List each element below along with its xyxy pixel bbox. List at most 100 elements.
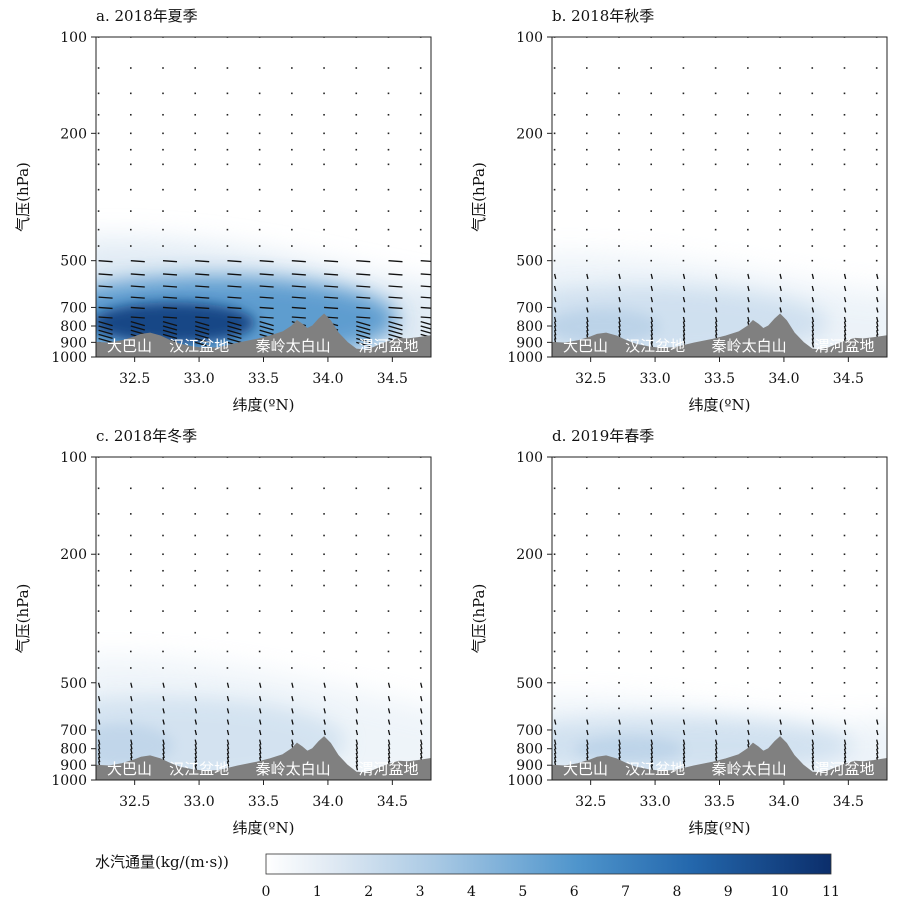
flux-dot bbox=[553, 667, 556, 669]
flux-dot bbox=[747, 245, 749, 247]
flux-arrow bbox=[420, 708, 423, 714]
flux-dot bbox=[162, 148, 164, 151]
flux-dot bbox=[258, 584, 261, 587]
flux-dot bbox=[779, 681, 781, 684]
flux-arrow bbox=[811, 761, 815, 767]
flux-dot bbox=[97, 210, 100, 212]
flux-dot bbox=[682, 245, 685, 247]
flux-arrow bbox=[747, 316, 750, 323]
flux-dot bbox=[419, 188, 422, 191]
flux-arrow bbox=[355, 765, 359, 771]
flux-dot bbox=[714, 67, 717, 69]
flux-dot bbox=[811, 584, 814, 587]
flux-arrow bbox=[259, 708, 262, 714]
flux-dot bbox=[779, 610, 781, 612]
flux-arrow bbox=[650, 307, 654, 313]
flux-dot bbox=[843, 650, 846, 653]
flux-dot bbox=[843, 210, 846, 212]
flux-arrow bbox=[195, 296, 210, 299]
flux-arrow bbox=[553, 285, 557, 292]
flux-dot bbox=[875, 113, 878, 116]
flux-arrow bbox=[682, 307, 686, 313]
x-tick-label: 32.5 bbox=[575, 371, 606, 387]
flux-dot bbox=[585, 534, 588, 537]
flux-dot bbox=[553, 569, 556, 572]
flux-arrow bbox=[811, 325, 815, 332]
flux-arrow bbox=[387, 719, 391, 725]
flux-dot bbox=[97, 513, 100, 515]
colorbar-tick: 11 bbox=[822, 884, 840, 900]
flux-arrow bbox=[843, 719, 847, 725]
flux-dot bbox=[779, 695, 781, 697]
flux-arrow bbox=[747, 307, 750, 313]
flux-arrow bbox=[876, 330, 879, 336]
flux-dot bbox=[553, 148, 556, 151]
flux-dot bbox=[419, 534, 422, 537]
flux-arrow bbox=[843, 330, 847, 336]
flux-arrow bbox=[291, 695, 294, 702]
colorbar: 水汽通量(kg/(m·s)) 0 1 2 3 4 5 6 7 8 9 10 11 bbox=[95, 853, 840, 900]
flux-dot bbox=[714, 113, 717, 116]
flux-arrow bbox=[811, 296, 815, 303]
flux-shading-core bbox=[96, 724, 174, 767]
flux-dot bbox=[162, 569, 164, 572]
flux-dot bbox=[618, 584, 620, 587]
flux-arrow bbox=[650, 719, 654, 725]
flux-arrow bbox=[779, 729, 782, 736]
flux-dot bbox=[129, 113, 132, 116]
flux-arrow bbox=[324, 296, 339, 299]
flux-arrow bbox=[259, 285, 274, 288]
flux-arrow bbox=[226, 752, 230, 759]
flux-arrow bbox=[259, 744, 262, 750]
flux-dot bbox=[97, 132, 100, 135]
flux-dot bbox=[129, 569, 132, 572]
flux-arrow bbox=[227, 337, 242, 344]
flux-arrow bbox=[356, 341, 371, 347]
flux-arrow bbox=[650, 296, 654, 303]
panel-title: b. 2018年秋季 bbox=[552, 7, 654, 25]
flux-arrow bbox=[195, 285, 210, 288]
flux-dot bbox=[747, 650, 749, 653]
flux-dot bbox=[291, 148, 293, 151]
flux-dot bbox=[226, 584, 229, 587]
flux-dot bbox=[355, 132, 358, 135]
flux-arrow bbox=[747, 296, 750, 303]
flux-arrow bbox=[226, 695, 230, 702]
flux-arrow bbox=[97, 752, 101, 759]
colorbar-tick: 1 bbox=[313, 884, 322, 900]
flux-arrow bbox=[779, 719, 782, 725]
flux-dot bbox=[779, 631, 781, 634]
flux-arrow bbox=[195, 333, 210, 340]
flux-dot bbox=[650, 245, 653, 247]
flux-dot bbox=[129, 534, 132, 537]
flux-dot bbox=[843, 681, 846, 684]
flux-dot bbox=[291, 584, 293, 587]
flux-dot bbox=[419, 513, 422, 515]
flux-dot bbox=[682, 113, 685, 116]
flux-arrow bbox=[259, 306, 274, 310]
flux-arrow bbox=[811, 752, 815, 759]
panel-title: a. 2018年夏季 bbox=[96, 7, 198, 25]
flux-dot bbox=[162, 245, 164, 247]
flux-arrow bbox=[162, 729, 165, 736]
flux-dot bbox=[682, 584, 685, 587]
flux-dot bbox=[355, 513, 358, 515]
terrain-label: 大巴山 bbox=[563, 760, 608, 778]
flux-arrow bbox=[747, 729, 750, 736]
y-tick-label: 200 bbox=[516, 547, 543, 563]
flux-dot bbox=[553, 584, 556, 587]
flux-dot bbox=[419, 631, 422, 634]
flux-arrow bbox=[843, 757, 847, 763]
x-tick-label: 33.5 bbox=[704, 794, 735, 810]
flux-arrow bbox=[586, 719, 589, 725]
flux-arrow bbox=[811, 338, 815, 344]
flux-dot bbox=[779, 569, 781, 572]
flux-dot bbox=[875, 259, 878, 262]
flux-dot bbox=[811, 188, 814, 191]
flux-dot bbox=[682, 569, 685, 572]
flux-dot bbox=[618, 681, 620, 684]
flux-arrow bbox=[876, 296, 879, 303]
flux-dot bbox=[291, 132, 293, 135]
terrain-label: 渭河盆地 bbox=[358, 760, 418, 778]
